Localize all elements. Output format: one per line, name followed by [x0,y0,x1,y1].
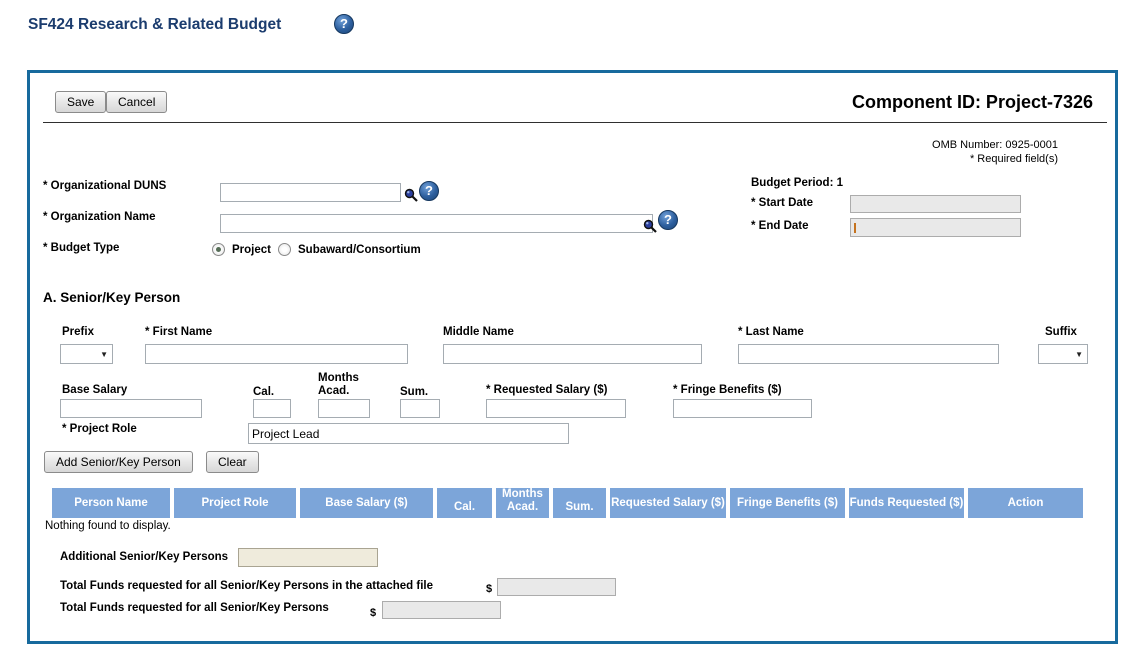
col-header-fringe-benefits: Fringe Benefits ($) [730,488,845,518]
acad-months-input[interactable] [318,399,370,418]
last-name-label: * Last Name [738,326,804,338]
duns-help-icon[interactable]: ? [419,181,439,201]
total-funds-all-currency: $ [370,607,377,619]
total-funds-all-input [382,601,501,619]
add-senior-key-person-button[interactable]: Add Senior/Key Person [44,451,193,473]
duns-search-icon[interactable] [404,188,419,203]
organization-help-icon[interactable]: ? [658,210,678,230]
organization-name-label: * Organization Name [43,211,156,223]
budget-type-project-label: Project [232,244,271,256]
col-header-action: Action [968,488,1083,518]
total-funds-attached-label: Total Funds requested for all Senior/Key… [60,580,433,592]
cancel-button[interactable]: Cancel [106,91,168,113]
total-funds-all-label: Total Funds requested for all Senior/Key… [60,602,329,614]
col-header-project-role: Project Role [174,488,296,518]
months-acad-label: Months Acad. [318,372,359,397]
budget-type-radio-project[interactable] [212,243,225,256]
middle-name-input[interactable] [443,344,702,364]
additional-senior-key-persons-input[interactable] [238,548,378,567]
prefix-label: Prefix [62,326,94,338]
fringe-benefits-input[interactable] [673,399,812,418]
organizational-duns-label: * Organizational DUNS [43,180,167,192]
first-name-input[interactable] [145,344,408,364]
project-role-input[interactable] [248,423,569,444]
col-header-months-acad: Months Acad. [496,488,549,518]
organization-name-input[interactable] [220,214,653,233]
budget-type-subaward-label: Subaward/Consortium [298,244,421,256]
cal-months-input[interactable] [253,399,291,418]
total-funds-attached-input [497,578,616,596]
omb-number: OMB Number: 0925-0001 [932,139,1058,151]
requested-salary-input[interactable] [486,399,626,418]
col-header-base-salary: Base Salary ($) [300,488,433,518]
prefix-select[interactable]: ▼ [60,344,113,364]
organizational-duns-input[interactable] [220,183,401,202]
budget-period-label: Budget Period: 1 [751,177,844,189]
col-header-funds-requested: Funds Requested ($) [849,488,964,518]
section-a-heading: A. Senior/Key Person [43,290,181,305]
start-date-input [850,195,1021,213]
col-header-requested-salary: Requested Salary ($) [610,488,726,518]
suffix-select[interactable]: ▼ [1038,344,1088,364]
header-divider [43,122,1107,123]
budget-type-radio-subaward[interactable] [278,243,291,256]
chevron-down-icon: ▼ [1075,349,1083,359]
end-date-label: * End Date [751,220,809,232]
chevron-down-icon: ▼ [100,349,108,359]
end-date-input [850,218,1021,237]
base-salary-label: Base Salary [62,384,128,396]
project-role-label: * Project Role [62,423,137,435]
page-title: SF424 Research & Related Budget [28,16,282,33]
cal-label: Cal. [253,386,275,398]
col-header-cal: Cal. [437,488,492,518]
organization-search-icon[interactable] [643,219,658,234]
first-name-label: * First Name [145,326,213,338]
base-salary-input[interactable] [60,399,202,418]
budget-type-label: * Budget Type [43,242,120,254]
required-note: * Required field(s) [969,153,1058,165]
requested-salary-label: * Requested Salary ($) [486,384,608,396]
fringe-benefits-label: * Fringe Benefits ($) [673,384,782,396]
total-funds-attached-currency: $ [486,583,493,595]
clear-button[interactable]: Clear [206,451,259,473]
component-id: Component ID: Project-7326 [851,92,1093,112]
sum-label: Sum. [400,386,429,398]
col-header-person-name: Person Name [52,488,170,518]
additional-senior-key-persons-label: Additional Senior/Key Persons [60,551,229,563]
middle-name-label: Middle Name [443,326,514,338]
sum-months-input[interactable] [400,399,440,418]
omb-block: OMB Number: 0925-0001 * Required field(s… [932,138,1058,166]
save-button[interactable]: Save [55,91,107,113]
col-header-sum: Sum. [553,488,606,518]
page-help-icon[interactable]: ? [334,14,354,34]
last-name-input[interactable] [738,344,999,364]
table-empty-message: Nothing found to display. [45,520,171,532]
start-date-label: * Start Date [751,197,813,209]
end-date-caret [854,223,856,233]
suffix-label: Suffix [1045,326,1077,338]
